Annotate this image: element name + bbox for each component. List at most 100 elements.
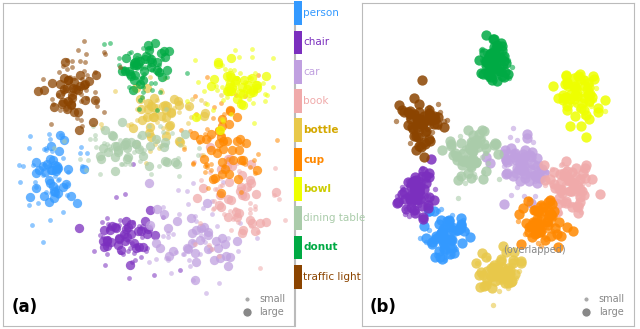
Point <box>442 238 452 243</box>
Point <box>243 83 253 88</box>
Point <box>408 127 418 132</box>
Point <box>50 173 60 179</box>
Point <box>182 71 192 76</box>
Point <box>534 167 545 172</box>
Point <box>71 87 81 92</box>
Point <box>414 186 424 191</box>
Point <box>216 116 227 122</box>
Point <box>471 142 481 147</box>
Point <box>112 143 122 149</box>
Point <box>24 202 34 208</box>
Point <box>148 115 158 120</box>
Point <box>502 276 513 281</box>
Point <box>570 102 580 108</box>
Point <box>582 101 592 107</box>
Point <box>82 95 92 100</box>
Point <box>114 62 124 67</box>
Point <box>589 98 600 103</box>
Point <box>225 208 236 214</box>
Point <box>246 162 256 167</box>
Point <box>214 141 224 146</box>
Point <box>188 239 198 244</box>
Point <box>446 142 456 147</box>
Point <box>559 81 570 87</box>
Point <box>414 127 424 132</box>
Point <box>496 48 506 54</box>
Point <box>236 102 246 107</box>
Point <box>587 98 597 104</box>
Point <box>520 147 531 152</box>
Point <box>119 232 129 237</box>
Point <box>134 223 145 228</box>
Point <box>495 264 506 269</box>
Point <box>60 139 70 144</box>
Point <box>476 47 486 52</box>
Point <box>519 158 529 163</box>
Point <box>568 180 578 186</box>
Point <box>191 111 201 116</box>
Point <box>192 116 202 121</box>
Point <box>568 229 578 234</box>
Point <box>206 167 216 172</box>
Point <box>83 73 93 78</box>
Point <box>392 200 402 206</box>
Point <box>174 110 184 115</box>
Point <box>500 249 511 255</box>
Point <box>541 219 552 224</box>
Point <box>410 96 420 101</box>
Point <box>99 244 109 249</box>
Point <box>121 226 131 232</box>
Point <box>154 164 164 169</box>
Point <box>200 164 211 169</box>
Point <box>214 203 224 208</box>
Point <box>58 210 68 215</box>
Point <box>122 225 132 230</box>
Point <box>49 188 59 193</box>
Point <box>204 248 214 253</box>
Point <box>145 100 156 105</box>
Point <box>553 201 563 206</box>
Point <box>18 163 28 168</box>
Point <box>125 72 136 77</box>
Point <box>419 119 429 124</box>
Point <box>133 62 143 67</box>
Point <box>209 258 219 263</box>
Point <box>138 147 148 153</box>
Point <box>520 176 530 181</box>
Point <box>573 190 583 195</box>
Point <box>60 98 70 104</box>
Point <box>66 101 76 107</box>
Point <box>500 280 510 286</box>
Point <box>495 55 505 60</box>
Point <box>118 142 129 147</box>
Point <box>488 54 498 59</box>
Point <box>216 134 226 139</box>
Point <box>224 171 234 176</box>
Point <box>417 166 427 171</box>
Point <box>438 226 448 232</box>
Point <box>245 200 255 205</box>
Point <box>80 98 90 103</box>
Point <box>15 180 25 185</box>
Point <box>152 106 162 112</box>
Point <box>497 272 508 277</box>
Point <box>481 146 492 151</box>
Point <box>238 102 248 107</box>
Point <box>412 116 422 121</box>
Point <box>541 236 551 241</box>
Point <box>179 251 189 257</box>
Point <box>173 212 184 217</box>
Point <box>483 56 493 61</box>
Point <box>534 230 544 235</box>
Point <box>129 78 139 83</box>
Point <box>159 48 169 54</box>
Point <box>88 120 98 125</box>
Point <box>491 61 501 66</box>
Point <box>252 83 262 88</box>
Point <box>429 198 439 203</box>
Point <box>511 158 521 163</box>
Point <box>124 85 134 90</box>
Point <box>525 168 535 173</box>
Point <box>445 144 456 149</box>
Point <box>548 83 558 89</box>
